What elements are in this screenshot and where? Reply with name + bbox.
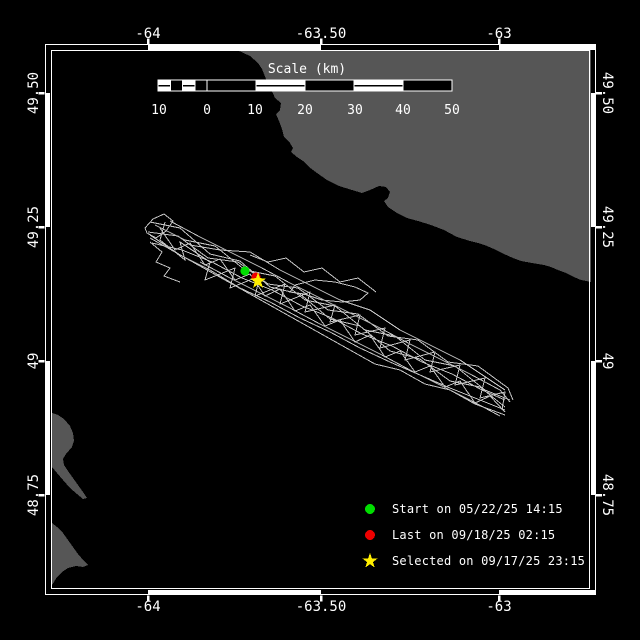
- selected-marker[interactable]: [249, 272, 267, 288]
- lat-label-right-0: 49.50: [599, 71, 615, 115]
- frame-band: [148, 590, 321, 595]
- frame-band: [591, 45, 596, 93]
- scalebar-label-2: 10: [247, 103, 263, 118]
- lat-tick: [596, 225, 602, 229]
- scalebar-title: Scale (km): [267, 62, 347, 77]
- track-polyline[interactable]: [149, 241, 181, 283]
- track-polyline[interactable]: [149, 237, 506, 416]
- legend-last-label: Last on 09/18/25 02:15: [392, 528, 556, 542]
- lon-tick: [497, 595, 501, 602]
- lat-label-left-1: 49.25: [26, 205, 42, 249]
- track-polyline[interactable]: [289, 279, 369, 303]
- frame-band: [45, 45, 50, 93]
- track-polyline[interactable]: [159, 227, 506, 413]
- frame-band: [148, 45, 321, 50]
- lat-tick: [596, 359, 602, 363]
- lat-label-left-3: 48.75: [26, 473, 42, 517]
- scalebar-divider: [255, 80, 257, 91]
- land-polygon: [237, 50, 591, 282]
- lon-tick: [497, 38, 501, 45]
- lon-label-bottom-1: -63.50: [295, 599, 347, 615]
- frame-band: [46, 45, 148, 50]
- lon-label-top-2: -63: [486, 26, 512, 42]
- scalebar-label-5: 40: [395, 103, 411, 118]
- scalebar-label-0: 10: [151, 103, 167, 118]
- scalebar-segment: [194, 80, 207, 91]
- land-polygon: [52, 523, 88, 585]
- legend-marker-0: [365, 504, 375, 514]
- scalebar-segment: [403, 80, 452, 91]
- scalebar-label-6: 50: [444, 103, 460, 118]
- track-polyline[interactable]: [149, 234, 506, 411]
- scalebar-divider: [206, 80, 208, 91]
- legend-selected-label: Selected on 09/17/25 23:15: [392, 554, 586, 568]
- scalebar-segment: [170, 80, 183, 91]
- lon-label-bottom-0: -64: [135, 599, 161, 615]
- start-marker[interactable]: [240, 266, 250, 276]
- lat-tick: [38, 225, 45, 229]
- frame-band: [499, 45, 596, 50]
- scalebar-divider: [304, 80, 306, 91]
- frame-band: [591, 495, 596, 595]
- scalebar-divider: [182, 80, 183, 91]
- lon-label-top-1: -63.50: [295, 26, 347, 42]
- scalebar-label-4: 30: [347, 103, 363, 118]
- lon-tick: [319, 38, 323, 45]
- track-polyline[interactable]: [249, 254, 377, 293]
- lon-label-top-0: -64: [135, 26, 161, 42]
- lat-tick: [38, 91, 45, 95]
- track-polyline[interactable]: [147, 231, 514, 401]
- frame-band: [45, 361, 50, 495]
- lon-tick: [146, 595, 150, 602]
- scalebar-midline: [354, 84, 403, 87]
- legend-marker-1: [365, 530, 375, 540]
- map-frame-inner: [51, 50, 590, 589]
- lat-label-right-2: 49: [599, 352, 615, 370]
- track-polyline[interactable]: [199, 261, 501, 417]
- track-polyline[interactable]: [149, 221, 506, 408]
- scalebar-midline: [158, 84, 171, 87]
- track-polyline[interactable]: [144, 213, 174, 239]
- land-polygon: [52, 413, 87, 499]
- scalebar-segment: [207, 80, 256, 91]
- frame-band: [321, 590, 499, 595]
- scalebar-divider: [353, 80, 355, 91]
- lat-label-left-2: 49: [26, 352, 42, 370]
- lon-tick: [319, 595, 323, 602]
- scalebar-outline: [157, 79, 453, 92]
- scalebar-divider: [194, 80, 196, 91]
- lon-label-bottom-2: -63: [486, 599, 512, 615]
- frame-band: [45, 495, 50, 595]
- track-polyline[interactable]: [151, 242, 506, 401]
- lon-tick: [146, 38, 150, 45]
- scalebar-label-3: 20: [297, 103, 313, 118]
- frame-band: [591, 93, 596, 227]
- lat-label-left-0: 49.50: [26, 71, 42, 115]
- scalebar-divider: [402, 80, 404, 91]
- frame-band: [591, 227, 596, 361]
- lat-tick: [596, 91, 602, 95]
- frame-band: [499, 590, 596, 595]
- scalebar-midline: [182, 84, 195, 87]
- track-polyline[interactable]: [189, 244, 506, 391]
- legend-marker-2: [362, 553, 378, 568]
- frame-band: [45, 227, 50, 361]
- lat-tick: [38, 493, 45, 497]
- frame-band: [46, 590, 148, 595]
- scalebar-midline: [256, 84, 305, 87]
- legend-start-label: Start on 05/22/25 14:15: [392, 502, 563, 516]
- frame-band: [45, 93, 50, 227]
- track-polyline[interactable]: [169, 220, 511, 403]
- frame-band: [591, 361, 596, 495]
- lat-tick: [38, 359, 45, 363]
- scalebar-divider: [169, 80, 171, 91]
- frame-band: [321, 45, 499, 50]
- scalebar-segment: [305, 80, 354, 91]
- lat-label-right-1: 49.25: [599, 205, 615, 249]
- lat-tick: [596, 493, 602, 497]
- lat-label-right-3: 48.75: [599, 473, 615, 517]
- scalebar-label-1: 0: [203, 103, 211, 118]
